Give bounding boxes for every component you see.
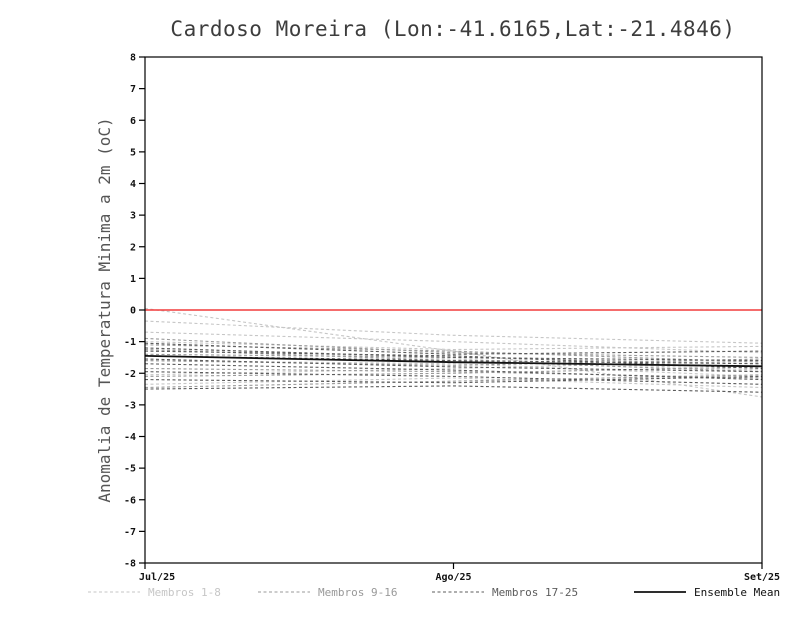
y-tick-label: -2: [124, 369, 136, 380]
ensemble-member-line: [144, 385, 763, 393]
chart-title: Cardoso Moreira (Lon:-41.6165,Lat:-21.48…: [170, 17, 735, 41]
ensemble-member-line: [144, 331, 763, 354]
legend-item: Ensemble Mean: [634, 586, 780, 599]
y-tick-label: 0: [130, 306, 136, 317]
y-tick-label: 7: [130, 84, 136, 95]
chart-legend: Membros 1-8 Membros 9-16 Membros 17-25 Ense…: [88, 586, 780, 599]
ensemble-member-line: [144, 377, 763, 389]
ensemble-member-line: [144, 320, 763, 344]
x-tick-label: Jul/25: [139, 572, 175, 583]
legend-label: Membros 17-25: [492, 586, 578, 599]
x-tick-label: Ago/25: [435, 572, 471, 583]
ensemble-member-line: [144, 358, 763, 373]
legend-item: Membros 17-25: [432, 586, 578, 599]
ensemble-member-line: [144, 344, 763, 363]
ensemble-member-line: [144, 363, 763, 381]
y-tick-label: 5: [130, 147, 136, 158]
y-tick-label: -5: [124, 464, 136, 475]
ensemble-member-line: [144, 375, 763, 384]
ensemble-member-line: [144, 347, 763, 362]
y-tick-label: -1: [124, 337, 136, 348]
y-tick-label: -7: [124, 527, 136, 538]
y-tick-label: 1: [130, 274, 136, 285]
ensemble-member-line: [144, 342, 763, 355]
y-tick-label: -4: [124, 432, 136, 443]
ensemble-mean-line: [144, 354, 763, 368]
y-tick-label: -6: [124, 495, 136, 506]
y-axis-label: Anomalia de Temperatura Minima a 2m (oC): [95, 117, 114, 502]
legend-item: Membros 1-8: [88, 586, 221, 599]
x-tick-label: Set/25: [744, 572, 780, 583]
ensemble-member-line: [144, 360, 763, 377]
ensemble-member-line: [144, 366, 763, 377]
y-tick-label: 3: [130, 211, 136, 222]
ensemble-member-line: [144, 358, 763, 366]
ensemble-member-line: [144, 355, 763, 365]
ensemble-member-line: [144, 371, 763, 385]
legend-label: Membros 1-8: [148, 586, 221, 599]
y-tick-label: 4: [130, 179, 136, 190]
legend-label: Membros 9-16: [318, 586, 397, 599]
y-tick-label: -3: [124, 400, 136, 411]
ensemble-member-line: [144, 337, 763, 358]
y-tick-label: 6: [130, 116, 136, 127]
y-tick-label: 2: [130, 242, 136, 253]
y-tick-label: 8: [130, 53, 136, 64]
y-tick-label: -8: [124, 559, 136, 570]
ensemble-member-line: [144, 347, 763, 371]
legend-label: Ensemble Mean: [694, 586, 780, 599]
ensemble-member-line: [144, 341, 763, 351]
plot-area: -8 -7 -6 -5 -4 -3 -2 -1 0 1 2 3 4 5 6 7 8 Jul/25 Ago/25 Set…: [124, 53, 780, 584]
legend-item: Membros 9-16: [258, 586, 397, 599]
